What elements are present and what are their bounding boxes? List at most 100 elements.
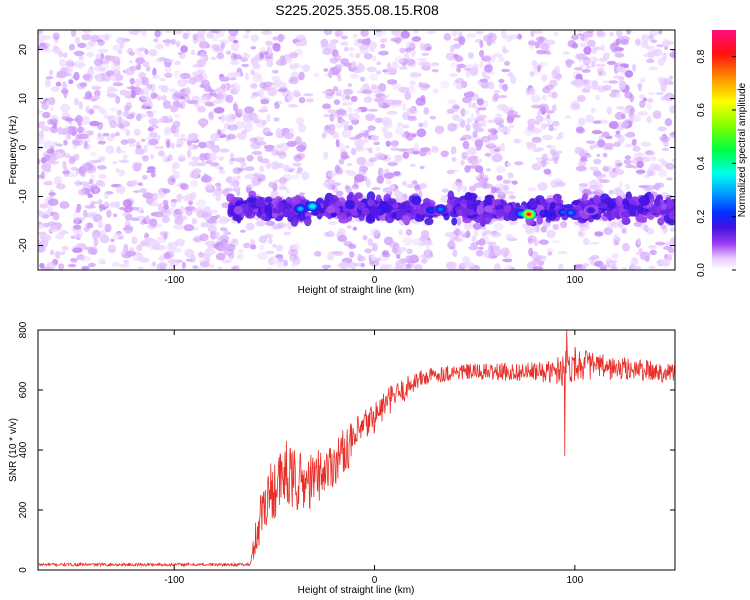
heatmap-blob (449, 73, 458, 78)
heatmap-blob (370, 253, 376, 262)
heatmap-blob (204, 101, 214, 107)
heatmap-blob (616, 30, 623, 38)
heatmap-blob (243, 33, 249, 39)
heatmap-blob (493, 223, 505, 231)
heatmap-blob (38, 44, 48, 50)
heatmap-blob (116, 109, 122, 116)
heatmap-blob (589, 144, 595, 151)
heatmap-blob (546, 117, 552, 124)
heatmap-blob (54, 149, 64, 154)
heatmap-blob (648, 244, 657, 250)
heatmap-blob (287, 249, 299, 256)
heatmap-blob (409, 80, 416, 86)
heatmap-blob (666, 177, 673, 181)
heatmap-blob (40, 125, 51, 132)
heatmap-blob (272, 244, 277, 248)
heatmap-blob (79, 181, 90, 186)
signal-band-blob (362, 208, 370, 216)
y-tick-label: -20 (18, 238, 29, 253)
heatmap-blob (460, 108, 466, 117)
heatmap-blob (258, 108, 269, 113)
heatmap-blob (654, 182, 661, 191)
heatmap-blob (533, 239, 539, 247)
heatmap-blob (371, 135, 379, 141)
heatmap-blob (156, 191, 166, 199)
heatmap-blob (323, 114, 331, 118)
signal-band-blob (668, 211, 675, 220)
heatmap-blob (570, 80, 581, 86)
heatmap-blob (494, 113, 503, 117)
heatmap-blob (387, 161, 398, 167)
heatmap-blob (68, 79, 74, 85)
heatmap-blob (130, 180, 139, 186)
heatmap-blob (609, 92, 617, 98)
heatmap-blob (639, 100, 646, 108)
heatmap-blob (52, 46, 61, 54)
heatmap-blob (252, 63, 260, 69)
heatmap-blob (610, 89, 621, 94)
heatmap-blob (298, 96, 306, 104)
heatmap-blob (474, 139, 484, 148)
signal-band-blob (326, 205, 336, 214)
heatmap-blob (537, 182, 548, 191)
heatmap-blob (361, 89, 372, 94)
heatmap-blob (135, 57, 146, 65)
heatmap-blob (478, 107, 487, 111)
heatmap-blob (532, 30, 543, 34)
heatmap-blob (266, 267, 272, 270)
signal-band-blob (447, 190, 455, 201)
heatmap-blob (293, 62, 300, 69)
heatmap-blob (129, 66, 135, 72)
heatmap-blob (199, 257, 206, 263)
heatmap-blob (479, 78, 488, 83)
colorbar-tick-label: 0.4 (696, 156, 707, 170)
heatmap-blob (648, 265, 656, 269)
heatmap-blob (467, 101, 473, 109)
heatmap-blob (461, 80, 468, 89)
heatmap-blob (333, 123, 344, 128)
heatmap-blob (412, 133, 417, 138)
heatmap-blob (592, 170, 602, 177)
heatmap-blob (595, 94, 601, 101)
heatmap-blob (461, 256, 471, 263)
heatmap-blob (322, 48, 332, 56)
heatmap-blob (348, 47, 355, 52)
heatmap-blob (261, 106, 268, 110)
heatmap-blob (39, 203, 49, 209)
heatmap-blob (482, 249, 492, 258)
heatmap-blob (640, 141, 652, 147)
heatmap-blob (373, 141, 380, 146)
heatmap-blob (286, 94, 293, 102)
heatmap-blob (580, 34, 585, 41)
heatmap-blob (525, 141, 535, 147)
heatmap-blob (176, 104, 183, 108)
heatmap-blob (77, 42, 87, 49)
heatmap-blob (371, 187, 381, 191)
heatmap-blob (431, 145, 439, 154)
heatmap-blob (235, 108, 243, 118)
signal-band-blob (638, 195, 650, 206)
heatmap-blob (252, 76, 263, 83)
heatmap-blob (148, 118, 160, 125)
heatmap-blob (38, 221, 45, 229)
heatmap-blob (664, 45, 669, 51)
heatmap-blob (658, 30, 663, 35)
heatmap-blob (77, 188, 86, 196)
heatmap-blob (376, 175, 385, 184)
heatmap-peak (298, 207, 303, 211)
heatmap-blob (166, 139, 171, 149)
heatmap-blob (478, 122, 484, 127)
heatmap-blob (121, 90, 132, 96)
heatmap-blob (204, 82, 209, 92)
heatmap-blob (198, 141, 207, 149)
heatmap-blob (656, 44, 664, 48)
heatmap-blob (298, 64, 304, 68)
heatmap-blob (102, 109, 108, 116)
heatmap-blob (498, 56, 505, 62)
heatmap-blob (160, 85, 169, 93)
heatmap-blob (167, 259, 177, 264)
heatmap-blob (154, 146, 165, 150)
heatmap-blob (502, 83, 509, 92)
heatmap-blob (162, 199, 169, 206)
heatmap-blob (529, 71, 535, 77)
